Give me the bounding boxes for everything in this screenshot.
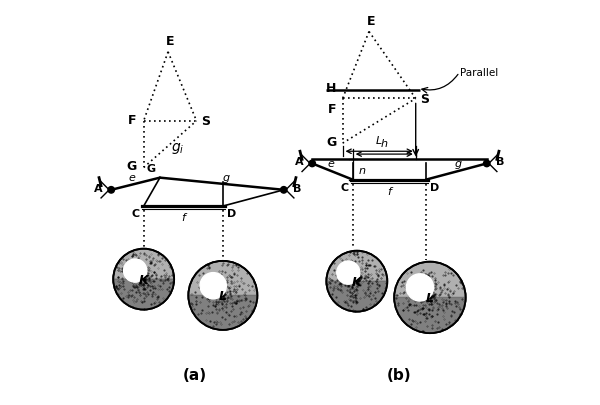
Circle shape (309, 161, 316, 167)
Text: Parallel: Parallel (460, 68, 499, 78)
Text: G: G (147, 163, 156, 173)
Text: H: H (326, 82, 337, 95)
Circle shape (394, 262, 466, 333)
Text: D: D (227, 209, 236, 219)
Text: f: f (181, 213, 185, 223)
Text: G: G (126, 160, 136, 173)
Circle shape (124, 259, 147, 283)
Text: L: L (219, 289, 227, 302)
Circle shape (406, 274, 433, 301)
Text: B: B (496, 157, 504, 167)
Text: A: A (295, 157, 303, 167)
Text: (b): (b) (387, 367, 412, 382)
Text: n: n (358, 165, 365, 175)
Text: E: E (367, 15, 376, 28)
Text: e: e (128, 172, 135, 182)
Circle shape (113, 249, 174, 310)
Text: S: S (421, 93, 430, 106)
Text: C: C (131, 209, 140, 219)
Text: G: G (326, 136, 337, 149)
Polygon shape (113, 279, 174, 310)
Text: D: D (430, 182, 439, 192)
Text: L: L (426, 291, 434, 304)
Text: f: f (388, 186, 391, 196)
Text: C: C (341, 182, 349, 192)
Text: h: h (381, 139, 388, 149)
Circle shape (281, 187, 287, 194)
Circle shape (188, 261, 257, 330)
Polygon shape (326, 281, 387, 312)
Circle shape (337, 262, 360, 284)
Circle shape (108, 187, 115, 194)
Text: E: E (166, 35, 175, 48)
Circle shape (484, 161, 490, 167)
Text: A: A (94, 183, 102, 193)
Polygon shape (188, 296, 257, 330)
Text: B: B (293, 183, 301, 193)
Text: $g_i$: $g_i$ (172, 141, 185, 155)
Text: e: e (327, 159, 334, 169)
Circle shape (200, 273, 226, 299)
Text: F: F (128, 114, 136, 127)
Text: (a): (a) (182, 367, 206, 382)
Polygon shape (394, 298, 466, 333)
Text: S: S (202, 115, 211, 128)
Text: L: L (376, 136, 382, 146)
Text: K: K (352, 275, 362, 288)
Text: F: F (328, 102, 337, 115)
Text: g: g (223, 172, 229, 182)
Text: K: K (139, 273, 149, 286)
Circle shape (326, 251, 387, 312)
Text: g: g (455, 159, 462, 169)
